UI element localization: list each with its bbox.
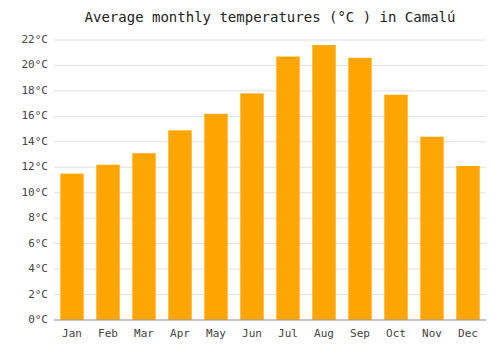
y-tick-label: 0°C bbox=[28, 313, 48, 326]
x-tick-label: Sep bbox=[350, 327, 370, 340]
bar bbox=[96, 165, 119, 320]
x-tick-label: Aug bbox=[314, 327, 334, 340]
y-tick-label: 16°C bbox=[22, 109, 49, 122]
x-axis-line bbox=[54, 320, 486, 321]
grid-line bbox=[54, 116, 486, 117]
x-axis: Jan Feb Mar Apr May Jun Jul Aug Sep Oct Nov Dec bbox=[54, 320, 486, 340]
bars bbox=[60, 45, 479, 320]
y-tick-label: 4°C bbox=[28, 262, 48, 275]
bar bbox=[276, 57, 299, 320]
bar bbox=[204, 114, 227, 320]
x-tick-label: Feb bbox=[98, 327, 118, 340]
x-tick-label: May bbox=[206, 327, 226, 340]
bar bbox=[384, 95, 407, 320]
x-tick-label: Oct bbox=[386, 327, 406, 340]
y-tick-label: 10°C bbox=[22, 186, 49, 199]
title: Average monthly temperatures (°C ) in Ca… bbox=[85, 9, 456, 25]
y-tick-label: 20°C bbox=[22, 58, 49, 71]
grid-line bbox=[54, 65, 486, 66]
grid-line bbox=[54, 40, 486, 41]
bar bbox=[312, 45, 335, 320]
bar bbox=[420, 137, 443, 320]
y-tick-label: 2°C bbox=[28, 288, 48, 301]
y-axis: 0°C 2°C 4°C 6°C 8°C 10°C 12°C 14°C 16°C 18°C 20°C 2… bbox=[22, 33, 49, 326]
x-tick-label: Nov bbox=[422, 327, 442, 340]
grid-line bbox=[54, 320, 486, 321]
bar bbox=[348, 58, 371, 320]
x-tick-label: Dec bbox=[458, 327, 478, 340]
grid-line bbox=[54, 90, 486, 91]
chart: Average monthly temperatures (°C ) in Ca… bbox=[0, 0, 500, 350]
bar bbox=[168, 130, 191, 320]
x-tick-label: Jan bbox=[62, 327, 82, 340]
grid bbox=[54, 40, 486, 320]
x-tick-label: Jul bbox=[278, 327, 298, 340]
bar bbox=[240, 93, 263, 320]
y-tick-label: 22°C bbox=[22, 33, 49, 46]
y-tick-label: 6°C bbox=[28, 237, 48, 250]
y-tick-label: 12°C bbox=[22, 160, 49, 173]
chart-container: Average monthly temperatures (°C ) in Ca… bbox=[0, 0, 500, 350]
x-tick-label: Apr bbox=[170, 327, 190, 340]
y-tick-label: 14°C bbox=[22, 135, 49, 148]
bar bbox=[60, 174, 83, 320]
x-tick-label: Jun bbox=[242, 327, 262, 340]
x-tick-label: Mar bbox=[134, 327, 154, 340]
bar bbox=[132, 153, 155, 320]
bar bbox=[456, 166, 479, 320]
y-tick-label: 8°C bbox=[28, 211, 48, 224]
y-tick-label: 18°C bbox=[22, 84, 49, 97]
